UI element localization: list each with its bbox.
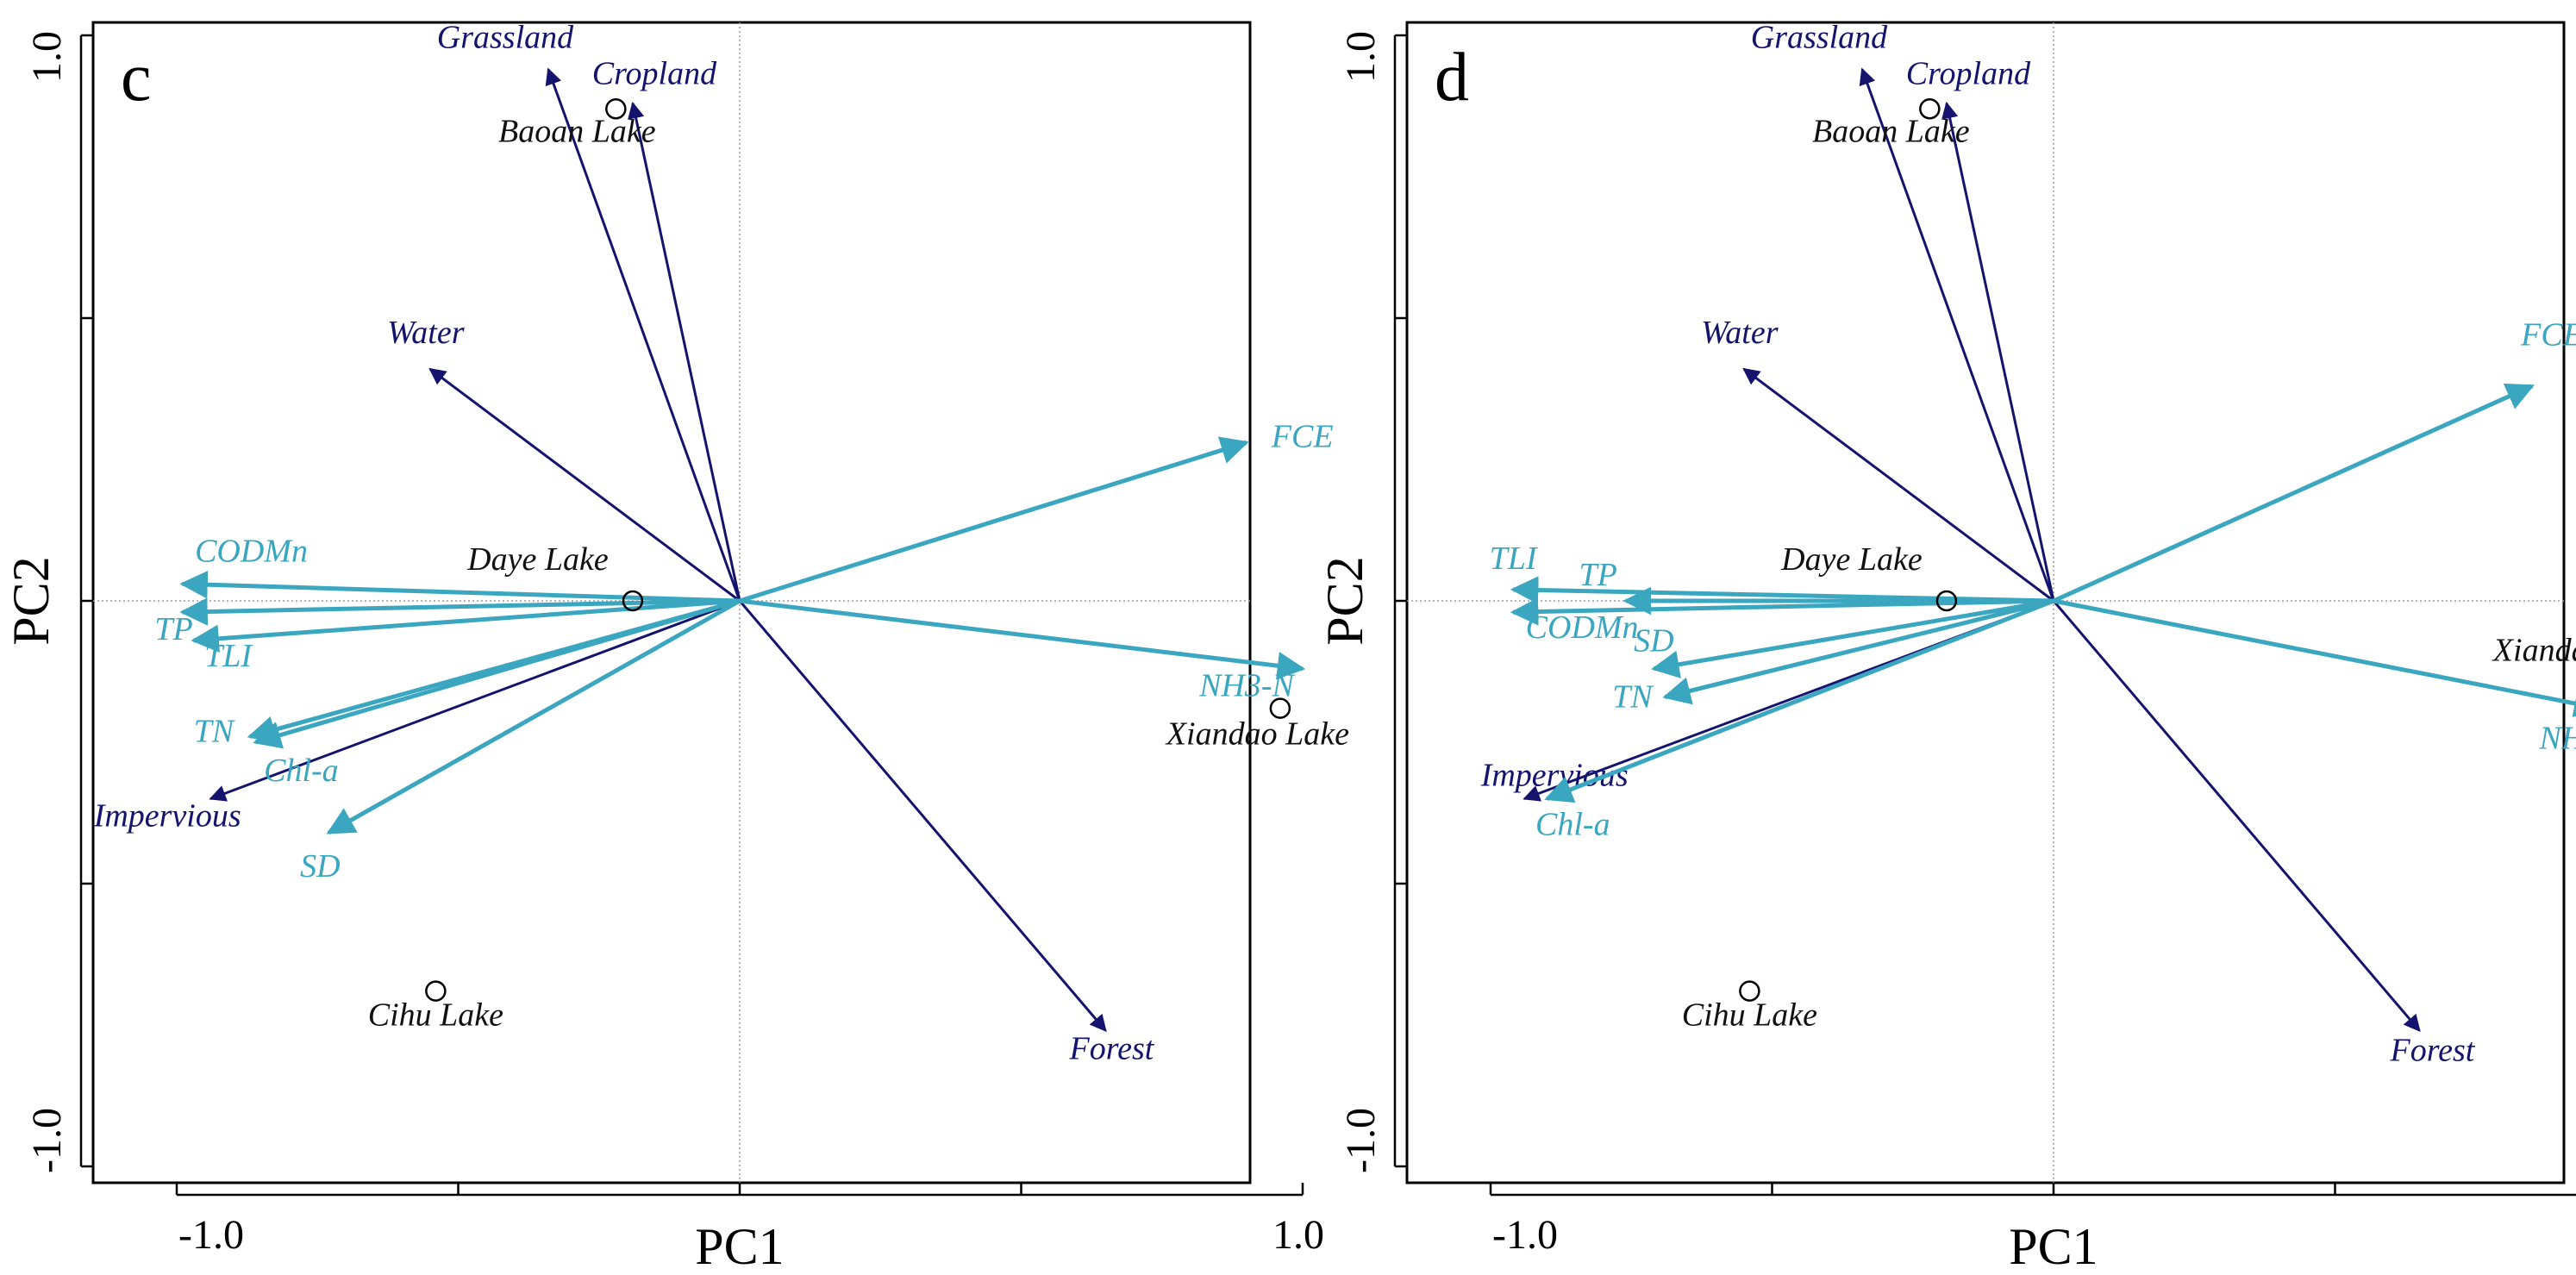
arrow-forest [738,600,1107,1033]
plot-frame [91,21,1252,1184]
plot-frame [1405,21,2566,1184]
site-label-xiandao-lake: Xiandao Lake [1165,716,1349,753]
arrow-cropland [1941,101,2055,602]
arrow-label-codmn: CODMn [1526,609,1639,646]
arrow-label-cropland: Cropland [592,56,717,92]
site-point-cihu-lake [1739,980,1760,1002]
site-point-daye-lake [1935,590,1958,612]
arrow-label-chl-a: Chl-a [264,753,339,789]
arrow-label-tli: TLI [1490,541,1539,577]
site-point-cihu-lake [425,980,447,1002]
site-point-baoan-lake [605,98,627,120]
arrow-label-forest: Forest [2390,1033,2476,1069]
site-point-baoan-lake [1919,98,1941,120]
arrow-codmn [1510,597,2054,626]
x-axis-title: PC1 [695,1218,784,1275]
site-label-baoan-lake: Baoan Lake [1812,113,1970,149]
arrow-label-tli: TLI [204,638,253,674]
site-label-baoan-lake: Baoan Lake [498,113,656,149]
arrow-chl-a [1544,598,2054,803]
x-tick-label: -1.0 [1492,1212,1558,1258]
x-tick-label: -1.0 [178,1212,244,1258]
arrow-fce [2052,383,2535,603]
y-tick-label: 1.0 [24,31,70,83]
arrow-chl-a [253,598,741,749]
arrow-label-water: Water [1701,315,1779,351]
y-axis-title: PC2 [1316,556,1373,645]
arrow-label-sd: SD [1634,623,1673,659]
arrow-sd [326,598,741,835]
arrow-label-tp: TP [1579,557,1617,593]
arrow-tli [191,598,741,653]
arrow-label-grassland: Grassland [1751,19,1888,55]
arrow-label-tp: TP [154,611,192,647]
arrow-label-grassland: Grassland [437,19,574,55]
site-point-xiandao-lake [1269,697,1291,719]
arrow-label-impervious: Impervious [93,798,241,834]
arrow-impervious [209,599,741,802]
arrow-grassland [545,67,741,602]
site-label-xiandao-lake: Xiandao Lake [2492,633,2576,669]
y-tick-label: -1.0 [24,1108,70,1173]
arrow-label-forest: Forest [1069,1031,1155,1067]
site-label-cihu-lake: Cihu Lake [1682,997,1817,1034]
arrow-forest [2052,600,2421,1033]
site-label-cihu-lake: Cihu Lake [368,997,503,1034]
site-label-daye-lake: Daye Lake [466,541,609,578]
arrow-label-tn: TN [194,713,236,749]
arrow-label-nh3-n: NH3-N [2539,721,2576,757]
panel-label: c [121,40,152,116]
biplot-panel-d: -1.01.01.0-1.0PC1PC2dGrasslandCroplandWa… [1316,19,2576,1275]
y-tick-label: -1.0 [1338,1108,1384,1173]
arrow-label-water: Water [387,315,465,351]
x-tick-label: 1.0 [1272,1212,1324,1258]
arrow-nh3-n [2053,598,2576,717]
arrow-label-codmn: CODMn [195,533,308,569]
arrow-tp [179,597,741,626]
arrow-label-cropland: Cropland [1906,56,2031,92]
x-axis-title: PC1 [2009,1218,2098,1275]
arrow-sd [1651,598,2054,678]
site-label-daye-lake: Daye Lake [1780,541,1923,578]
arrow-water [428,367,741,603]
arrow-label-sd: SD [300,848,340,884]
arrow-water [1742,367,2054,603]
arrow-tn [1662,598,2054,705]
arrow-grassland [1859,67,2055,602]
arrow-label-chl-a: Chl-a [1535,807,1610,843]
biplot-panel-c: -1.0 1.0 1.0 -1.0 PC1 PC2 c Grassland Cropland Wa… [3,19,1349,1275]
panel-label: d [1435,40,1469,116]
y-axis-title: PC2 [3,556,59,645]
arrow-label-fce: FCE [2520,317,2576,353]
site-point-daye-lake [622,590,644,612]
arrow-label-fce: FCE [1271,418,1334,454]
arrow-fce [739,436,1249,603]
arrow-nh3-n [739,598,1306,680]
arrow-codmn [179,570,741,603]
arrow-label-tn: TN [1612,679,1654,716]
arrow-cropland [628,101,741,602]
y-tick-label: 1.0 [1338,31,1384,83]
